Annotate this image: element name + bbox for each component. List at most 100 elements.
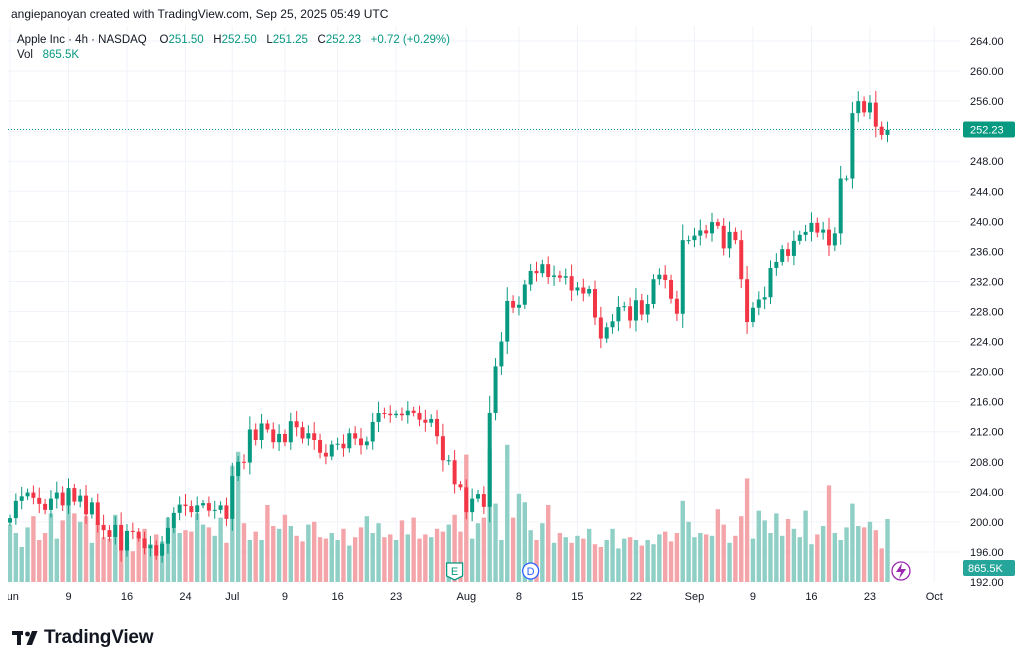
candle[interactable] <box>78 489 83 508</box>
candle-body[interactable] <box>844 178 849 180</box>
candle-body[interactable] <box>452 460 457 485</box>
candle-body[interactable] <box>218 505 223 510</box>
candle[interactable] <box>171 507 176 534</box>
candle-body[interactable] <box>37 497 42 504</box>
candle-body[interactable] <box>353 433 358 439</box>
candle[interactable] <box>212 500 217 519</box>
candle[interactable] <box>552 265 557 286</box>
candle[interactable] <box>183 493 188 516</box>
candle[interactable] <box>856 91 861 123</box>
candle-body[interactable] <box>423 419 428 423</box>
candle-body[interactable] <box>780 249 785 262</box>
candle[interactable] <box>780 245 785 266</box>
price-axis[interactable]: 264.00260.00256.00252.00248.00244.00240.… <box>970 36 1004 589</box>
candle[interactable] <box>13 493 18 525</box>
candle[interactable] <box>376 401 381 433</box>
candle-body[interactable] <box>165 527 170 544</box>
candle[interactable] <box>487 395 492 523</box>
candle-body[interactable] <box>481 494 486 507</box>
candle[interactable] <box>622 301 627 312</box>
candle[interactable] <box>815 217 820 238</box>
candle-body[interactable] <box>300 427 305 439</box>
candle[interactable] <box>423 409 428 432</box>
candle-body[interactable] <box>593 288 597 318</box>
candle[interactable] <box>692 227 697 248</box>
candle[interactable] <box>850 101 855 189</box>
candle[interactable] <box>511 295 516 313</box>
candle-body[interactable] <box>663 274 668 280</box>
candle-body[interactable] <box>505 300 510 342</box>
candle[interactable] <box>189 500 194 518</box>
candle-body[interactable] <box>60 492 65 506</box>
candle[interactable] <box>686 235 691 245</box>
candle[interactable] <box>440 423 445 472</box>
candle-body[interactable] <box>148 545 153 549</box>
candle-body[interactable] <box>476 494 480 499</box>
candle[interactable] <box>628 297 633 329</box>
candle[interactable] <box>370 412 375 450</box>
candle-body[interactable] <box>89 502 94 515</box>
candle[interactable] <box>505 287 510 354</box>
candle[interactable] <box>417 405 422 427</box>
candle[interactable] <box>733 227 738 245</box>
candle[interactable] <box>242 454 246 470</box>
candle[interactable] <box>25 488 30 500</box>
candle-body[interactable] <box>119 524 124 551</box>
candle[interactable] <box>604 322 609 343</box>
candle[interactable] <box>306 425 311 446</box>
candle-body[interactable] <box>797 234 802 241</box>
candle-body[interactable] <box>189 506 194 513</box>
lightning-icon[interactable] <box>891 561 911 581</box>
candle-body[interactable] <box>335 443 340 445</box>
candle[interactable] <box>879 121 884 140</box>
candle[interactable] <box>546 256 551 284</box>
candle[interactable] <box>522 279 527 309</box>
candle-body[interactable] <box>885 129 890 135</box>
candle-body[interactable] <box>598 317 603 339</box>
candle-body[interactable] <box>569 276 574 291</box>
candle-body[interactable] <box>563 276 568 278</box>
candle[interactable] <box>821 221 826 240</box>
candle[interactable] <box>739 230 744 289</box>
candle-body[interactable] <box>84 495 89 515</box>
candle-body[interactable] <box>171 512 176 528</box>
chart-frame[interactable]: ED 264.00260.00256.00252.00248.00244.002… <box>1 26 1017 608</box>
candle-body[interactable] <box>242 461 246 463</box>
candle-body[interactable] <box>183 504 188 507</box>
candle[interactable] <box>218 501 223 514</box>
candle-body[interactable] <box>511 300 516 308</box>
candle[interactable] <box>160 535 165 563</box>
candle[interactable] <box>89 497 94 519</box>
candle-body[interactable] <box>411 410 416 413</box>
candle[interactable] <box>569 264 574 301</box>
candle[interactable] <box>125 524 129 557</box>
candle-body[interactable] <box>657 274 662 280</box>
candle[interactable] <box>107 525 112 542</box>
candle-body[interactable] <box>622 306 627 308</box>
candle-body[interactable] <box>323 452 328 457</box>
candle-body[interactable] <box>247 429 252 463</box>
candle[interactable] <box>476 489 480 503</box>
candle-body[interactable] <box>78 495 83 502</box>
candle-body[interactable] <box>341 443 346 449</box>
candle[interactable] <box>809 212 814 242</box>
candle[interactable] <box>832 227 837 251</box>
candle[interactable] <box>224 497 229 526</box>
candle-body[interactable] <box>206 503 211 511</box>
candle[interactable] <box>838 165 843 245</box>
candle[interactable] <box>60 486 65 512</box>
candle-body[interactable] <box>107 530 112 537</box>
candle[interactable] <box>493 358 498 421</box>
candle-body[interactable] <box>277 433 282 443</box>
candle-body[interactable] <box>271 429 276 443</box>
candle-body[interactable] <box>651 279 656 304</box>
candle[interactable] <box>464 479 469 520</box>
candle[interactable] <box>382 407 387 419</box>
dividend-event-icon[interactable]: D <box>522 562 540 580</box>
candle[interactable] <box>616 296 621 332</box>
candle-body[interactable] <box>522 284 527 305</box>
candle[interactable] <box>867 95 872 120</box>
candle-body[interactable] <box>803 231 808 235</box>
candle[interactable] <box>130 522 135 540</box>
candle[interactable] <box>165 516 170 554</box>
